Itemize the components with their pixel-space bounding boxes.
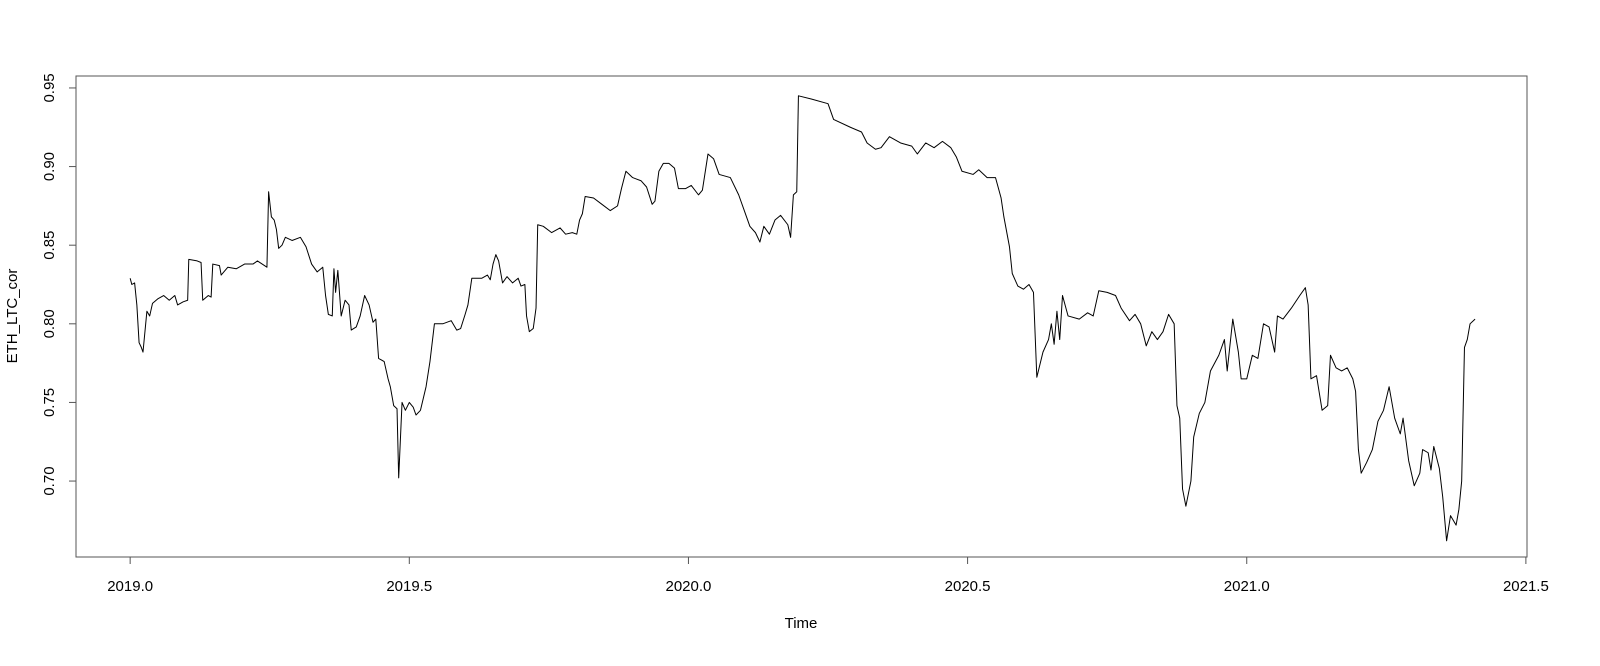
x-axis-label: Time: [785, 615, 818, 632]
data-line: [129, 95, 1476, 542]
x-tick-label: 2021.5: [1503, 578, 1549, 595]
x-tick-label: 2021.0: [1224, 578, 1270, 595]
y-tick-label: 0.70: [41, 466, 58, 495]
x-tick-label: 2019.5: [386, 578, 432, 595]
y-tick-label: 0.80: [41, 309, 58, 338]
y-tick-label: 0.95: [41, 73, 58, 102]
y-tick-label: 0.75: [41, 388, 58, 417]
x-tick-label: 2019.0: [107, 578, 153, 595]
y-tick-label: 0.85: [41, 231, 58, 260]
y-axis-label: ETH_LTC_cor: [4, 269, 21, 364]
x-tick-label: 2020.0: [666, 578, 712, 595]
x-tick-label: 2020.5: [945, 578, 991, 595]
y-tick-label: 0.90: [41, 152, 58, 181]
plot-box: [75, 75, 1528, 558]
